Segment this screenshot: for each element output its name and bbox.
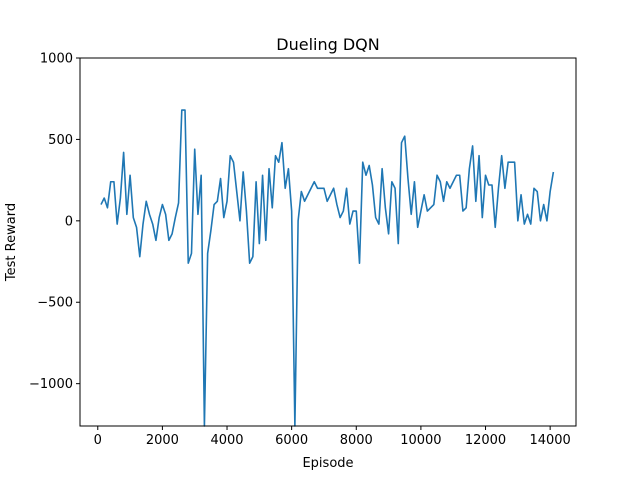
y-tick-label: −500 [37, 296, 73, 311]
x-tick-label: 14000 [529, 433, 570, 448]
y-axis-ticks: −1000 −500 0 500 1000 [29, 52, 80, 392]
x-tick-label: 2000 [146, 433, 179, 448]
y-axis-label: Test Reward [4, 203, 19, 282]
x-tick-label: 8000 [340, 433, 373, 448]
x-axis-label: Episode [302, 456, 353, 471]
y-tick-label: 0 [65, 214, 73, 229]
x-tick-label: 12000 [465, 433, 506, 448]
series-layer [100, 109, 555, 427]
y-tick-label: 1000 [40, 52, 73, 67]
y-tick-label: −1000 [29, 377, 73, 392]
x-axis-ticks: 0 2000 4000 6000 8000 10000 12000 14000 [94, 426, 571, 448]
series-line-0 [100, 109, 555, 427]
plot-frame [79, 57, 577, 427]
y-tick-label: 500 [48, 133, 73, 148]
x-tick-label: 10000 [400, 433, 441, 448]
x-tick-label: 0 [94, 433, 102, 448]
x-tick-label: 6000 [275, 433, 308, 448]
chart-title: Dueling DQN [276, 35, 379, 54]
x-tick-label: 4000 [210, 433, 243, 448]
plot-area [80, 58, 576, 426]
